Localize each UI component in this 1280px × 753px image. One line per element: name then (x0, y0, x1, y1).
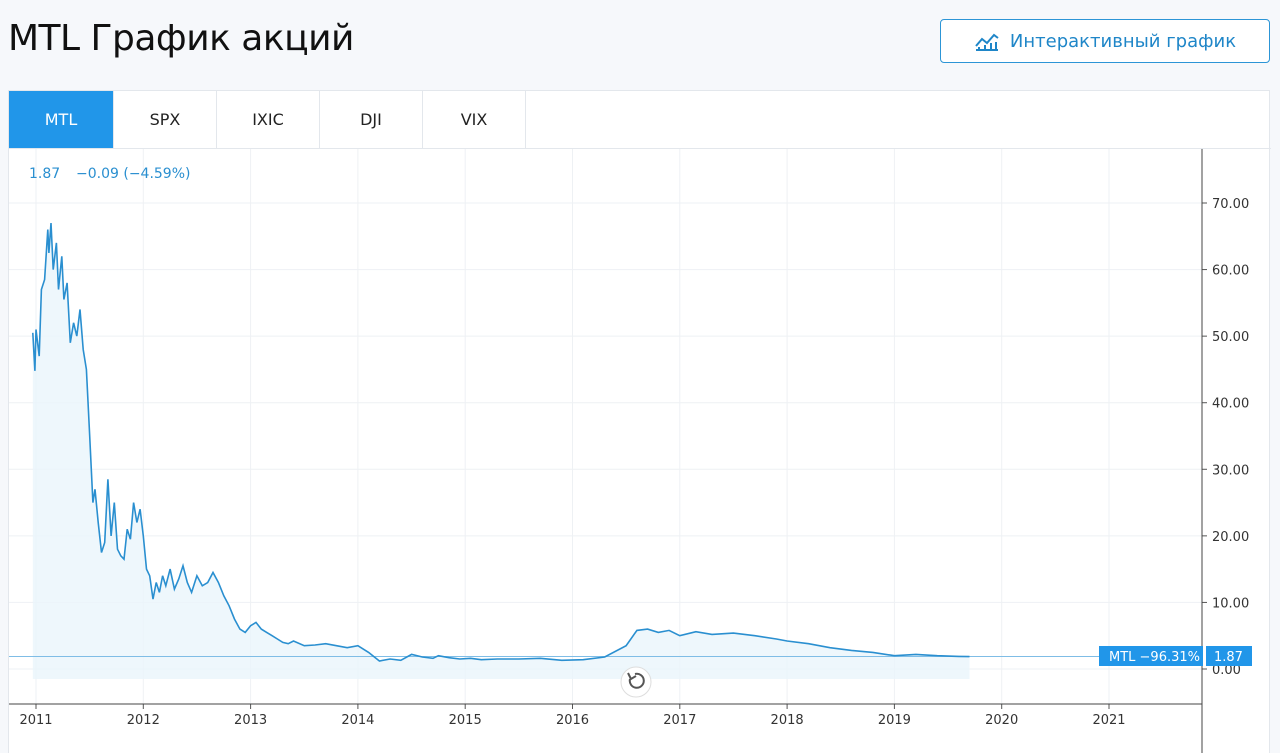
x-tick-label: 2012 (127, 713, 160, 728)
price-chart[interactable]: 70.0060.0050.0040.0030.0020.0010.000.00 … (9, 149, 1271, 753)
tab-mtl[interactable]: MTL (9, 91, 114, 148)
chart-line-icon (975, 33, 999, 51)
x-tick-label: 2016 (556, 713, 589, 728)
last-value-label: MTL −96.31% (1109, 650, 1200, 665)
reset-icon (628, 672, 645, 689)
x-tick-label: 2014 (341, 713, 374, 728)
x-axis: 2011 2012 2013 2014 2015 2016 2017 2018 2019 2020… (9, 703, 1202, 728)
tab-dji[interactable]: DJI (320, 91, 423, 148)
y-tick-label: 20.00 (1212, 530, 1249, 545)
quote-change: −0.09 (−4.59%) (76, 166, 190, 182)
last-value-tag: MTL −96.31% 1.87 (1099, 646, 1252, 666)
tab-spx[interactable]: SPX (114, 91, 217, 148)
x-tick-label: 2013 (234, 713, 267, 728)
x-tick-label: 2015 (449, 713, 482, 728)
interactive-chart-button[interactable]: Интерактивный график (940, 19, 1270, 63)
quote-price: 1.87 (29, 166, 60, 182)
x-tick-label: 2021 (1092, 713, 1125, 728)
y-tick-label: 60.00 (1212, 264, 1249, 279)
y-tick-label: 50.00 (1212, 330, 1249, 345)
last-value-price: 1.87 (1214, 650, 1243, 665)
reset-zoom-button[interactable] (620, 666, 652, 698)
x-tick-label: 2019 (878, 713, 911, 728)
tab-ixic[interactable]: IXIC (217, 91, 320, 148)
x-tick-label: 2017 (663, 713, 696, 728)
chart-panel: MTL SPX IXIC DJI VIX 70.00 60.00 50.00 40.0… (8, 90, 1271, 753)
interactive-chart-label: Интерактивный график (1009, 30, 1237, 52)
y-tick-label: 10.00 (1212, 596, 1249, 611)
x-tick-label: 2011 (19, 713, 52, 728)
price-area-fill (32, 223, 970, 679)
ticker-tabs: MTL SPX IXIC DJI VIX (9, 91, 1271, 149)
y-tick-label: 40.00 (1212, 397, 1249, 412)
x-tick-label: 2018 (771, 713, 804, 728)
y-tick-label: 0.00 (1212, 663, 1241, 678)
y-tick-label: 30.00 (1212, 463, 1249, 478)
price-line (32, 222, 970, 662)
page-title: MTL График акций (8, 18, 354, 59)
tab-vix[interactable]: VIX (423, 91, 526, 148)
y-tick-label: 70.00 (1212, 197, 1249, 212)
x-tick-label: 2020 (985, 713, 1018, 728)
y-axis: 70.00 60.00 50.00 40.00 30.00 20.00 10.00 0.00 (1201, 149, 1249, 753)
